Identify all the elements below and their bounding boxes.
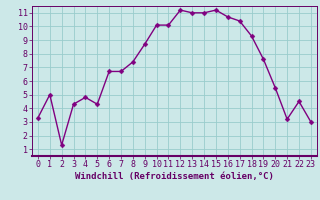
X-axis label: Windchill (Refroidissement éolien,°C): Windchill (Refroidissement éolien,°C)	[75, 172, 274, 181]
